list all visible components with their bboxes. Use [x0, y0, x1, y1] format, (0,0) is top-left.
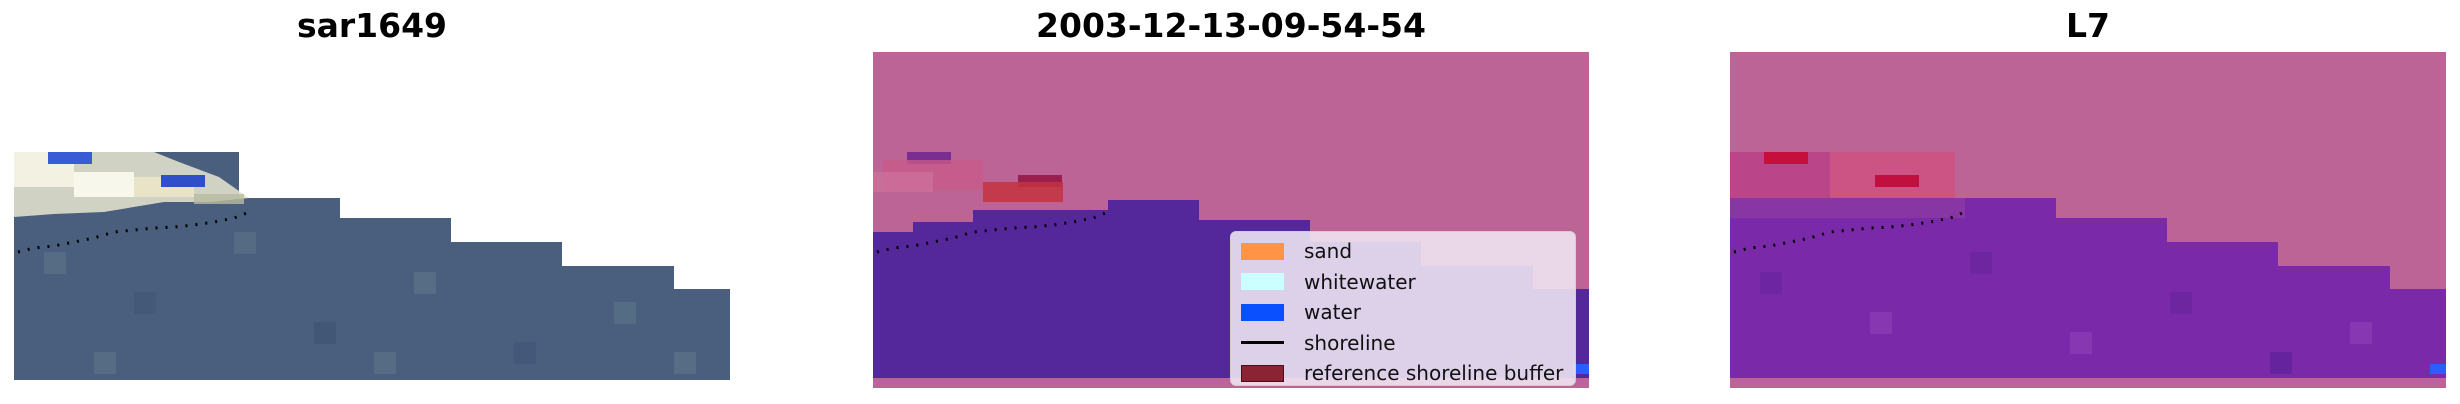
shoreline-line	[1241, 341, 1284, 345]
panel-title-rgb: sar1649	[296, 6, 448, 45]
legend-item-buffer: reference shoreline buffer	[1241, 358, 1575, 389]
panel-title-mndwi: L7	[2066, 6, 2110, 45]
legend-label: water	[1304, 300, 1361, 325]
legend-label: shoreline	[1304, 330, 1396, 355]
rgb-image	[14, 152, 730, 380]
water-swatch	[1241, 303, 1284, 321]
l7-image-panel	[1730, 52, 2446, 388]
sand-swatch	[1241, 242, 1284, 260]
legend-label: reference shoreline buffer	[1304, 361, 1564, 386]
legend-label: whitewater	[1304, 269, 1416, 294]
buffer-swatch	[1241, 364, 1284, 382]
legend-item-water: water	[1241, 297, 1575, 328]
rgb-image-panel	[14, 52, 730, 380]
legend: sand whitewater water shoreline referenc…	[1230, 231, 1576, 386]
legend-item-sand: sand	[1241, 236, 1575, 267]
legend-item-shoreline: shoreline	[1241, 328, 1575, 359]
whitewater-swatch	[1241, 273, 1284, 291]
legend-label: sand	[1304, 239, 1353, 264]
l7-image	[1730, 52, 2446, 388]
legend-item-whitewater: whitewater	[1241, 267, 1575, 298]
panel-title-classified: 2003-12-13-09-54-54	[1036, 6, 1426, 45]
